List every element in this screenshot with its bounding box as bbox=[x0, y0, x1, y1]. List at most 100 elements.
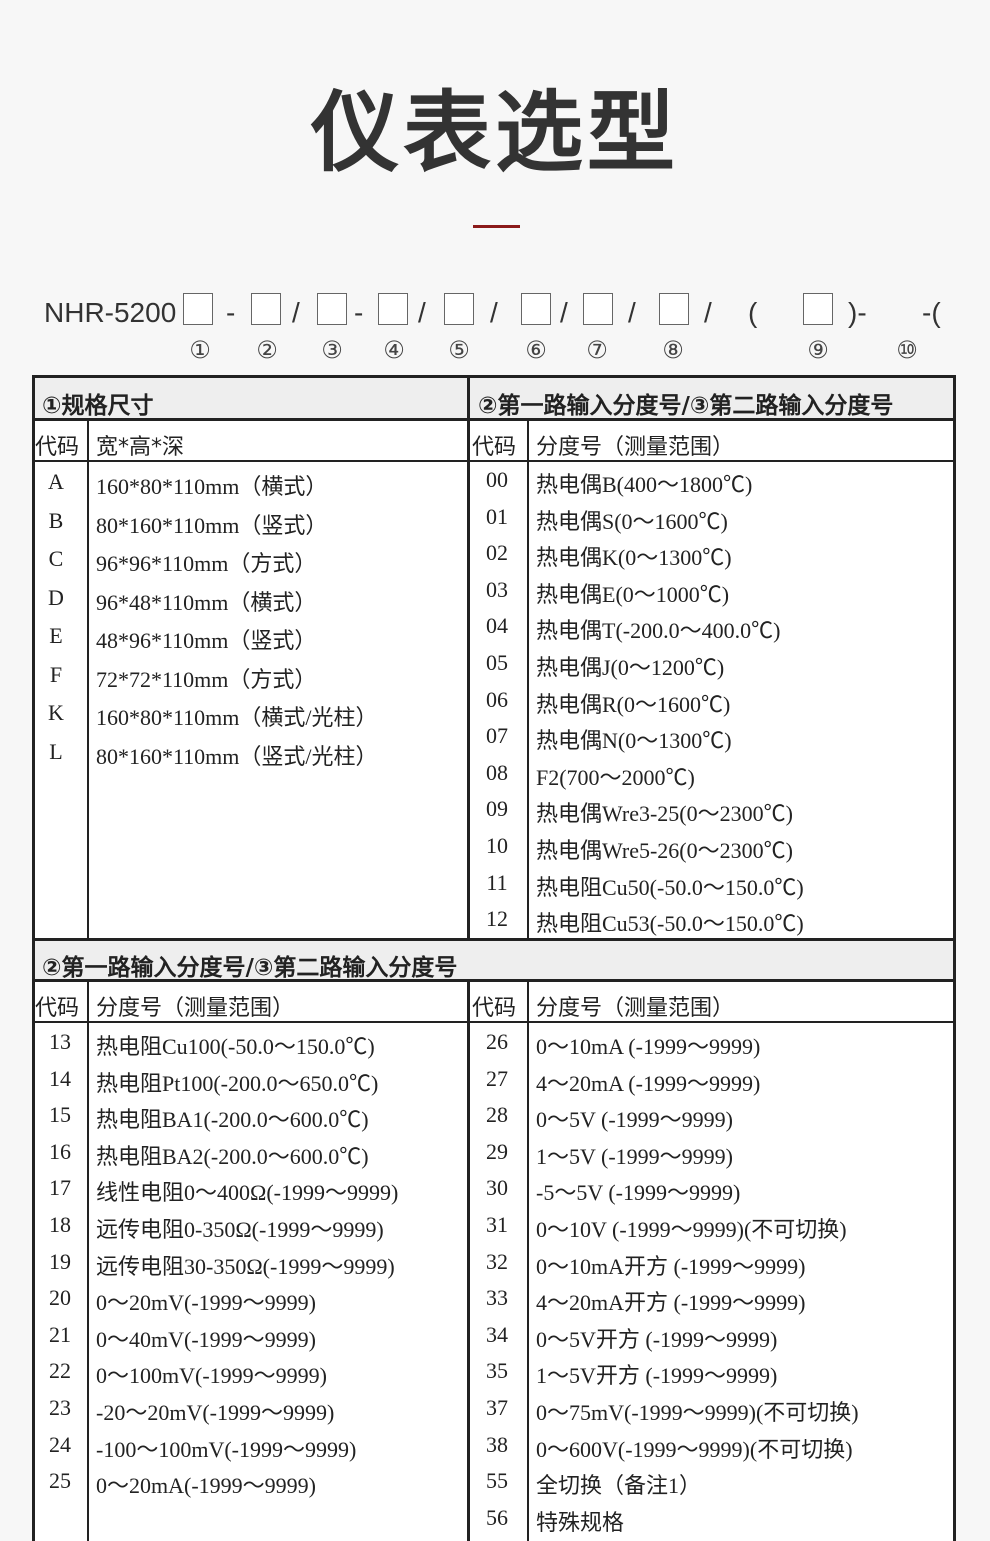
description: 4～20mA开方 (-1999～9999) bbox=[536, 1290, 806, 1316]
code: 14 bbox=[49, 1065, 71, 1091]
description: 特殊规格 bbox=[536, 1509, 625, 1535]
description: 4～20mA (-1999～9999) bbox=[536, 1070, 761, 1096]
code: B bbox=[48, 507, 64, 533]
description: 热电偶S(0～1600℃) bbox=[536, 508, 728, 534]
code: 27 bbox=[486, 1065, 508, 1091]
description: 80*160*110mm（竖式） bbox=[96, 512, 328, 538]
table-line bbox=[32, 375, 956, 378]
description: 80*160*110mm（竖式/光柱） bbox=[96, 743, 378, 769]
code: 19 bbox=[49, 1248, 71, 1274]
code: 34 bbox=[486, 1321, 508, 1347]
description: 0～10V (-1999～9999)(不可切换) bbox=[536, 1217, 847, 1242]
description: -20～20mV(-1999～9999) bbox=[96, 1400, 335, 1425]
description: 0～40mV(-1999～9999) bbox=[96, 1326, 316, 1352]
description: -5～5V (-1999～9999) bbox=[536, 1180, 741, 1206]
description: 0～600V(-1999～9999)(不可切换) bbox=[536, 1436, 853, 1462]
model-label: ⑥ bbox=[525, 336, 547, 364]
model-box bbox=[378, 293, 408, 325]
model-label: ⑤ bbox=[448, 336, 470, 364]
description: 热电偶B(400～1800℃) bbox=[536, 472, 753, 497]
table-line bbox=[467, 979, 470, 1541]
code: K bbox=[48, 700, 64, 725]
code: 17 bbox=[49, 1175, 71, 1201]
description: 0～20mA(-1999～9999) bbox=[96, 1473, 316, 1499]
code: 21 bbox=[49, 1321, 71, 1347]
table-line bbox=[527, 418, 529, 938]
model-separator: / bbox=[628, 297, 636, 328]
description: 热电偶J(0～1200℃) bbox=[536, 655, 725, 680]
column-header: 分度号（测量范围） bbox=[536, 996, 735, 1021]
description: 48*96*110mm（竖式） bbox=[96, 628, 317, 653]
header-bg bbox=[32, 375, 956, 419]
model-separator: -( bbox=[922, 297, 941, 328]
section-header: ①规格尺寸 bbox=[42, 393, 154, 419]
table-line bbox=[32, 375, 35, 1541]
description: 72*72*110mm（方式） bbox=[96, 666, 317, 692]
code: 24 bbox=[49, 1431, 71, 1457]
model-separator: ( bbox=[748, 297, 758, 328]
model-label: ⑨ bbox=[807, 336, 829, 364]
table-line bbox=[32, 418, 956, 421]
model-separator: - bbox=[226, 297, 236, 328]
description: 热电偶T(-200.0～400.0℃) bbox=[536, 618, 781, 644]
code: 15 bbox=[49, 1102, 71, 1128]
code: 09 bbox=[486, 796, 508, 822]
code: 35 bbox=[486, 1358, 508, 1384]
model-box bbox=[183, 293, 213, 325]
code: D bbox=[48, 584, 64, 610]
code: 18 bbox=[49, 1212, 71, 1237]
model-separator: / bbox=[292, 297, 300, 328]
column-header: 代码 bbox=[472, 435, 517, 460]
description: 热电偶K(0～1300℃) bbox=[536, 545, 732, 571]
model-box bbox=[583, 293, 613, 325]
description: 0～100mV(-1999～9999) bbox=[96, 1363, 327, 1389]
title: 仪表选型 bbox=[310, 81, 679, 184]
description: 热电阻BA2(-200.0～600.0℃) bbox=[96, 1143, 369, 1169]
code: 06 bbox=[486, 686, 508, 712]
table-line bbox=[32, 979, 956, 982]
description: 远传电阻30-350Ω(-1999～9999) bbox=[96, 1253, 395, 1279]
table-line bbox=[87, 979, 89, 1541]
model-box bbox=[659, 293, 689, 325]
section-header: ②第一路输入分度号/③第二路输入分度号 bbox=[42, 955, 458, 981]
model-separator: / bbox=[418, 297, 426, 328]
code: 02 bbox=[486, 540, 508, 566]
model-separator: / bbox=[704, 297, 712, 328]
code: 37 bbox=[486, 1395, 508, 1420]
model-separator: - bbox=[354, 297, 364, 328]
table-line bbox=[32, 938, 956, 941]
code: 16 bbox=[49, 1138, 71, 1164]
code: 26 bbox=[486, 1029, 508, 1054]
description: F2(700～2000℃) bbox=[536, 764, 695, 790]
model-separator: / bbox=[560, 297, 568, 328]
code: 23 bbox=[49, 1395, 71, 1420]
code: 30 bbox=[486, 1175, 508, 1201]
description: -100～100mV(-1999～9999) bbox=[96, 1436, 357, 1462]
model-label: ④ bbox=[383, 336, 405, 364]
description: 热电偶Wre3-25(0～2300℃) bbox=[536, 801, 793, 827]
code: 05 bbox=[486, 650, 508, 675]
table-line bbox=[953, 375, 956, 1541]
code: 01 bbox=[486, 503, 508, 529]
model-label: ③ bbox=[321, 336, 343, 364]
description: 热电偶R(0～1600℃) bbox=[536, 691, 731, 717]
table-line bbox=[467, 375, 470, 938]
description: 0～75mV(-1999～9999)(不可切换) bbox=[536, 1400, 859, 1425]
description: 0～10mA (-1999～9999) bbox=[536, 1034, 761, 1059]
description: 1～5V开方 (-1999～9999) bbox=[536, 1363, 778, 1389]
code: 22 bbox=[49, 1358, 71, 1384]
code: 10 bbox=[486, 833, 508, 858]
code: 20 bbox=[49, 1285, 71, 1311]
code: 00 bbox=[486, 467, 508, 492]
model-label: ② bbox=[256, 336, 278, 364]
code: 56 bbox=[486, 1504, 508, 1530]
model-label: ⑦ bbox=[586, 336, 608, 364]
code: F bbox=[49, 661, 63, 687]
code: A bbox=[48, 469, 64, 494]
description: 96*48*110mm（横式） bbox=[96, 589, 317, 615]
description: 160*80*110mm（横式） bbox=[96, 474, 328, 499]
divider bbox=[473, 225, 520, 228]
description: 1～5V (-1999～9999) bbox=[536, 1143, 733, 1169]
code: 29 bbox=[486, 1138, 508, 1164]
